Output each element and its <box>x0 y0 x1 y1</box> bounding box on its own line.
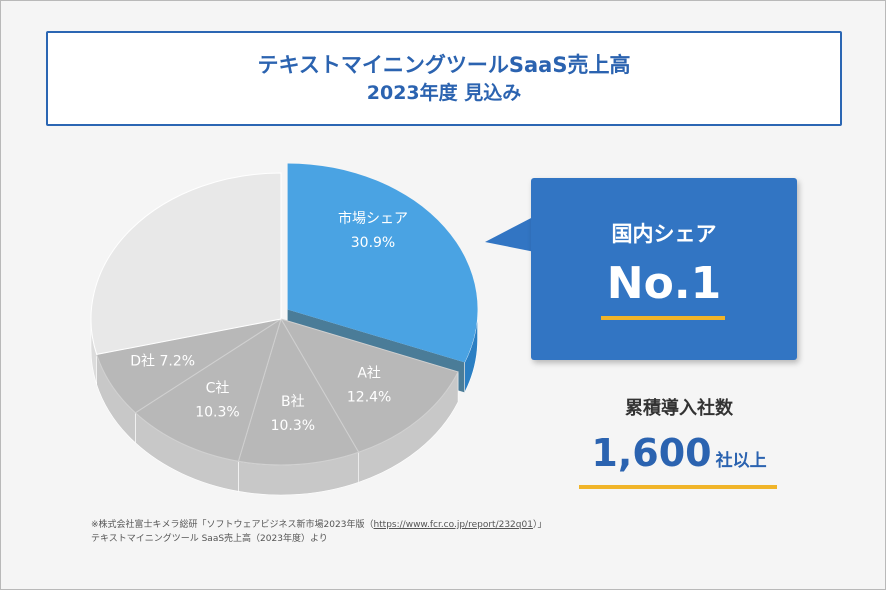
slice-その他 <box>90 172 282 355</box>
footnote-line-2: テキストマイニングツール SaaS売上高（2023年度）より <box>91 534 328 544</box>
source-link[interactable]: https://www.fcr.co.jp/report/232q01 <box>373 520 533 530</box>
slice-label-B社: B社 <box>281 394 305 410</box>
slice-A社 <box>279 318 459 453</box>
cumulative-customers-label: 累積導入社数 <box>625 398 733 419</box>
footnote-prefix: ※株式会社富士キメラ総研「ソフトウェアビジネス新市場2023年版（ <box>91 520 374 530</box>
slice-label-A社: A社 <box>357 365 381 381</box>
share-value: No.1 <box>606 258 722 309</box>
stats-underline <box>579 485 777 489</box>
slice-B社 <box>237 317 360 466</box>
cumulative-customers-value: 1,600 社以上 <box>579 429 779 477</box>
title-main: テキストマイニングツールSaaS売上高 <box>257 52 631 77</box>
slice-label-D社: D社 7.2% <box>130 353 195 369</box>
share-label: 国内シェア <box>611 222 717 246</box>
slice-value-C社: 10.3% <box>195 405 239 421</box>
footnote-line-1: ※株式会社富士キメラ総研「ソフトウェアビジネス新市場2023年版（https:/… <box>91 518 546 532</box>
callout-tail <box>485 216 535 252</box>
slice-市場シェア <box>287 163 478 363</box>
source-footnote: ※株式会社富士キメラ総研「ソフトウェアビジネス新市場2023年版（https:/… <box>91 518 546 546</box>
slice-label-市場シェア: 市場シェア <box>338 210 408 227</box>
customers-number: 1,600 <box>591 431 712 475</box>
share-callout-box: 国内シェア No.1 <box>531 178 797 360</box>
slice-value-B社: 10.3% <box>271 418 315 434</box>
slice-C社 <box>134 317 282 462</box>
slice-label-C社: C社 <box>206 381 230 397</box>
footnote-suffix: ）」 <box>532 520 547 530</box>
customers-unit: 社以上 <box>715 451 767 471</box>
pie-tops <box>90 163 478 466</box>
slice-value-市場シェア: 30.9% <box>351 235 395 251</box>
pie-labels: 市場シェア 30.9% A社 12.4% B社 10.3% C社 10.3% D社 7.2% <box>130 210 408 434</box>
share-underline <box>601 316 725 320</box>
title-sub: 2023年度 見込み <box>366 81 522 104</box>
slice-value-A社: 12.4% <box>347 389 391 405</box>
title-box: テキストマイニングツールSaaS売上高 2023年度 見込み <box>46 31 842 126</box>
